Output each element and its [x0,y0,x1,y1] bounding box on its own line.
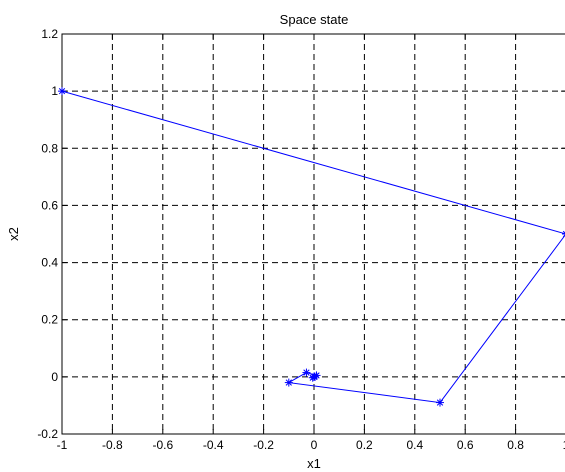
x-tick-label: 0.8 [507,438,524,452]
y-axis-title: x2 [6,227,21,241]
y-tick-label: 0.8 [41,141,58,155]
x-tick-label: 0.2 [356,438,373,452]
x-tick-label: -0.6 [152,438,173,452]
x-tick-label: -1 [57,438,68,452]
x-tick-label: 0.4 [406,438,423,452]
y-tick-label: 1 [51,84,58,98]
y-tick-label: 1.2 [41,27,58,41]
x-tick-label: -0.2 [253,438,274,452]
x-tick-label: -0.8 [102,438,123,452]
x-tick-label: 0.6 [457,438,474,452]
y-tick-label: 0.4 [41,256,58,270]
x-tick-label: -0.4 [203,438,224,452]
x-tick-label: 1 [563,438,565,452]
data-point [58,87,66,96]
data-point [310,372,318,381]
y-tick-label: 0.2 [41,313,58,327]
y-tick-label: -0.2 [37,427,58,441]
data-point [302,368,311,377]
chart-title: Space state [280,12,349,27]
data-point [284,378,293,387]
x-tick-label: 0 [311,438,318,452]
y-tick-label: 0.6 [41,198,58,212]
axis-ticks: -1 -0.8 -0.6 -0.4 -0.2 0 0.2 0.4 0.6 0.8 1 -0.2 0 0.2… [37,27,565,452]
data-point [436,398,444,407]
grid-lines [62,34,565,434]
x-axis-title: x1 [307,456,321,471]
y-tick-label: 0 [51,370,58,384]
data-point [562,230,565,238]
series-group [58,87,565,407]
